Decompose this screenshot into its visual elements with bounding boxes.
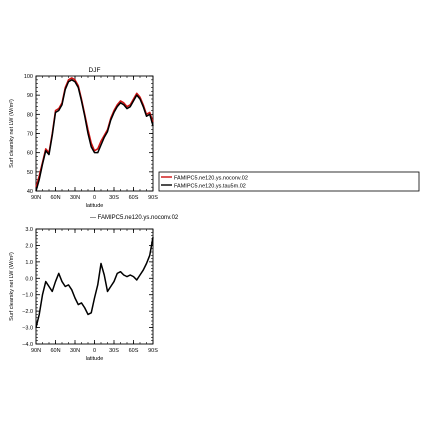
y-tick-label: 70 <box>27 132 33 138</box>
y-tick-label: −2.0 <box>22 309 33 315</box>
x-tick-label: 30S <box>109 195 119 201</box>
x-axis-label: latitude <box>86 203 104 209</box>
y-tick-label: 3.0 <box>25 227 33 233</box>
legend-label-black: FAMIPC5.ne120.ys.tau5m.02 <box>174 184 246 190</box>
y-tick-label: 0.0 <box>25 276 33 282</box>
y-tick-label: 2.0 <box>25 243 33 249</box>
y-tick-label: −4.0 <box>22 342 33 348</box>
top-chart-panel: 90N 60N 30N 0 30S 60S 90S 40 50 60 70 80 90 100 DJF lat… <box>9 67 158 209</box>
y-tick-label: 1.0 <box>25 260 33 266</box>
legend-label-red: FAMIPC5.ne120.ys.noconv.02 <box>174 176 248 182</box>
y-axis-label: Surf clearsky net LW (W/m²) <box>9 99 15 168</box>
legend-box: FAMIPC5.ne120.ys.noconv.02 FAMIPC5.ne120… <box>158 171 420 192</box>
y-tick-label: −3.0 <box>22 326 33 332</box>
x-tick-label: 60S <box>129 348 139 354</box>
x-tick-label: 90S <box>148 195 158 201</box>
x-tick-label: 60N <box>50 195 60 201</box>
x-tick-label: 30N <box>70 348 80 354</box>
x-tick-label: 30S <box>109 348 119 354</box>
x-tick-label: 0 <box>93 348 96 354</box>
y-tick-label: 90 <box>27 93 33 99</box>
legend-border <box>158 171 420 192</box>
x-axis-label: latitude <box>86 356 104 362</box>
x-tick-label: 90N <box>31 348 41 354</box>
series-line-0 <box>35 77 154 188</box>
bottom-chart-legend-text: — FAMIPC5.ne120.ys.noconv.02 <box>90 215 179 221</box>
series-line-1 <box>35 79 154 192</box>
y-tick-label: 60 <box>27 151 33 157</box>
series-line-0 <box>35 237 154 328</box>
bottom-chart-panel: 90N 60N 30N 0 30S 60S 90S −4.0 −3.0 −2.0 −1.0 0.0 1.… <box>9 227 158 362</box>
x-tick-label: 90N <box>31 195 41 201</box>
x-tick-label: 0 <box>93 195 96 201</box>
x-tick-label: 60N <box>50 348 60 354</box>
y-axis-label: Surf clearsky net LW (W/m²) <box>9 252 15 321</box>
chart-title: DJF <box>89 67 101 74</box>
y-tick-label: 100 <box>24 74 33 80</box>
x-tick-label: 30N <box>70 195 80 201</box>
y-tick-label: 80 <box>27 112 33 118</box>
x-tick-label: 90S <box>148 348 158 354</box>
y-tick-label: −1.0 <box>22 293 33 299</box>
plot-frame <box>35 75 154 192</box>
y-tick-label: 50 <box>27 170 33 176</box>
y-tick-label: 40 <box>27 189 33 195</box>
x-tick-label: 60S <box>129 195 139 201</box>
